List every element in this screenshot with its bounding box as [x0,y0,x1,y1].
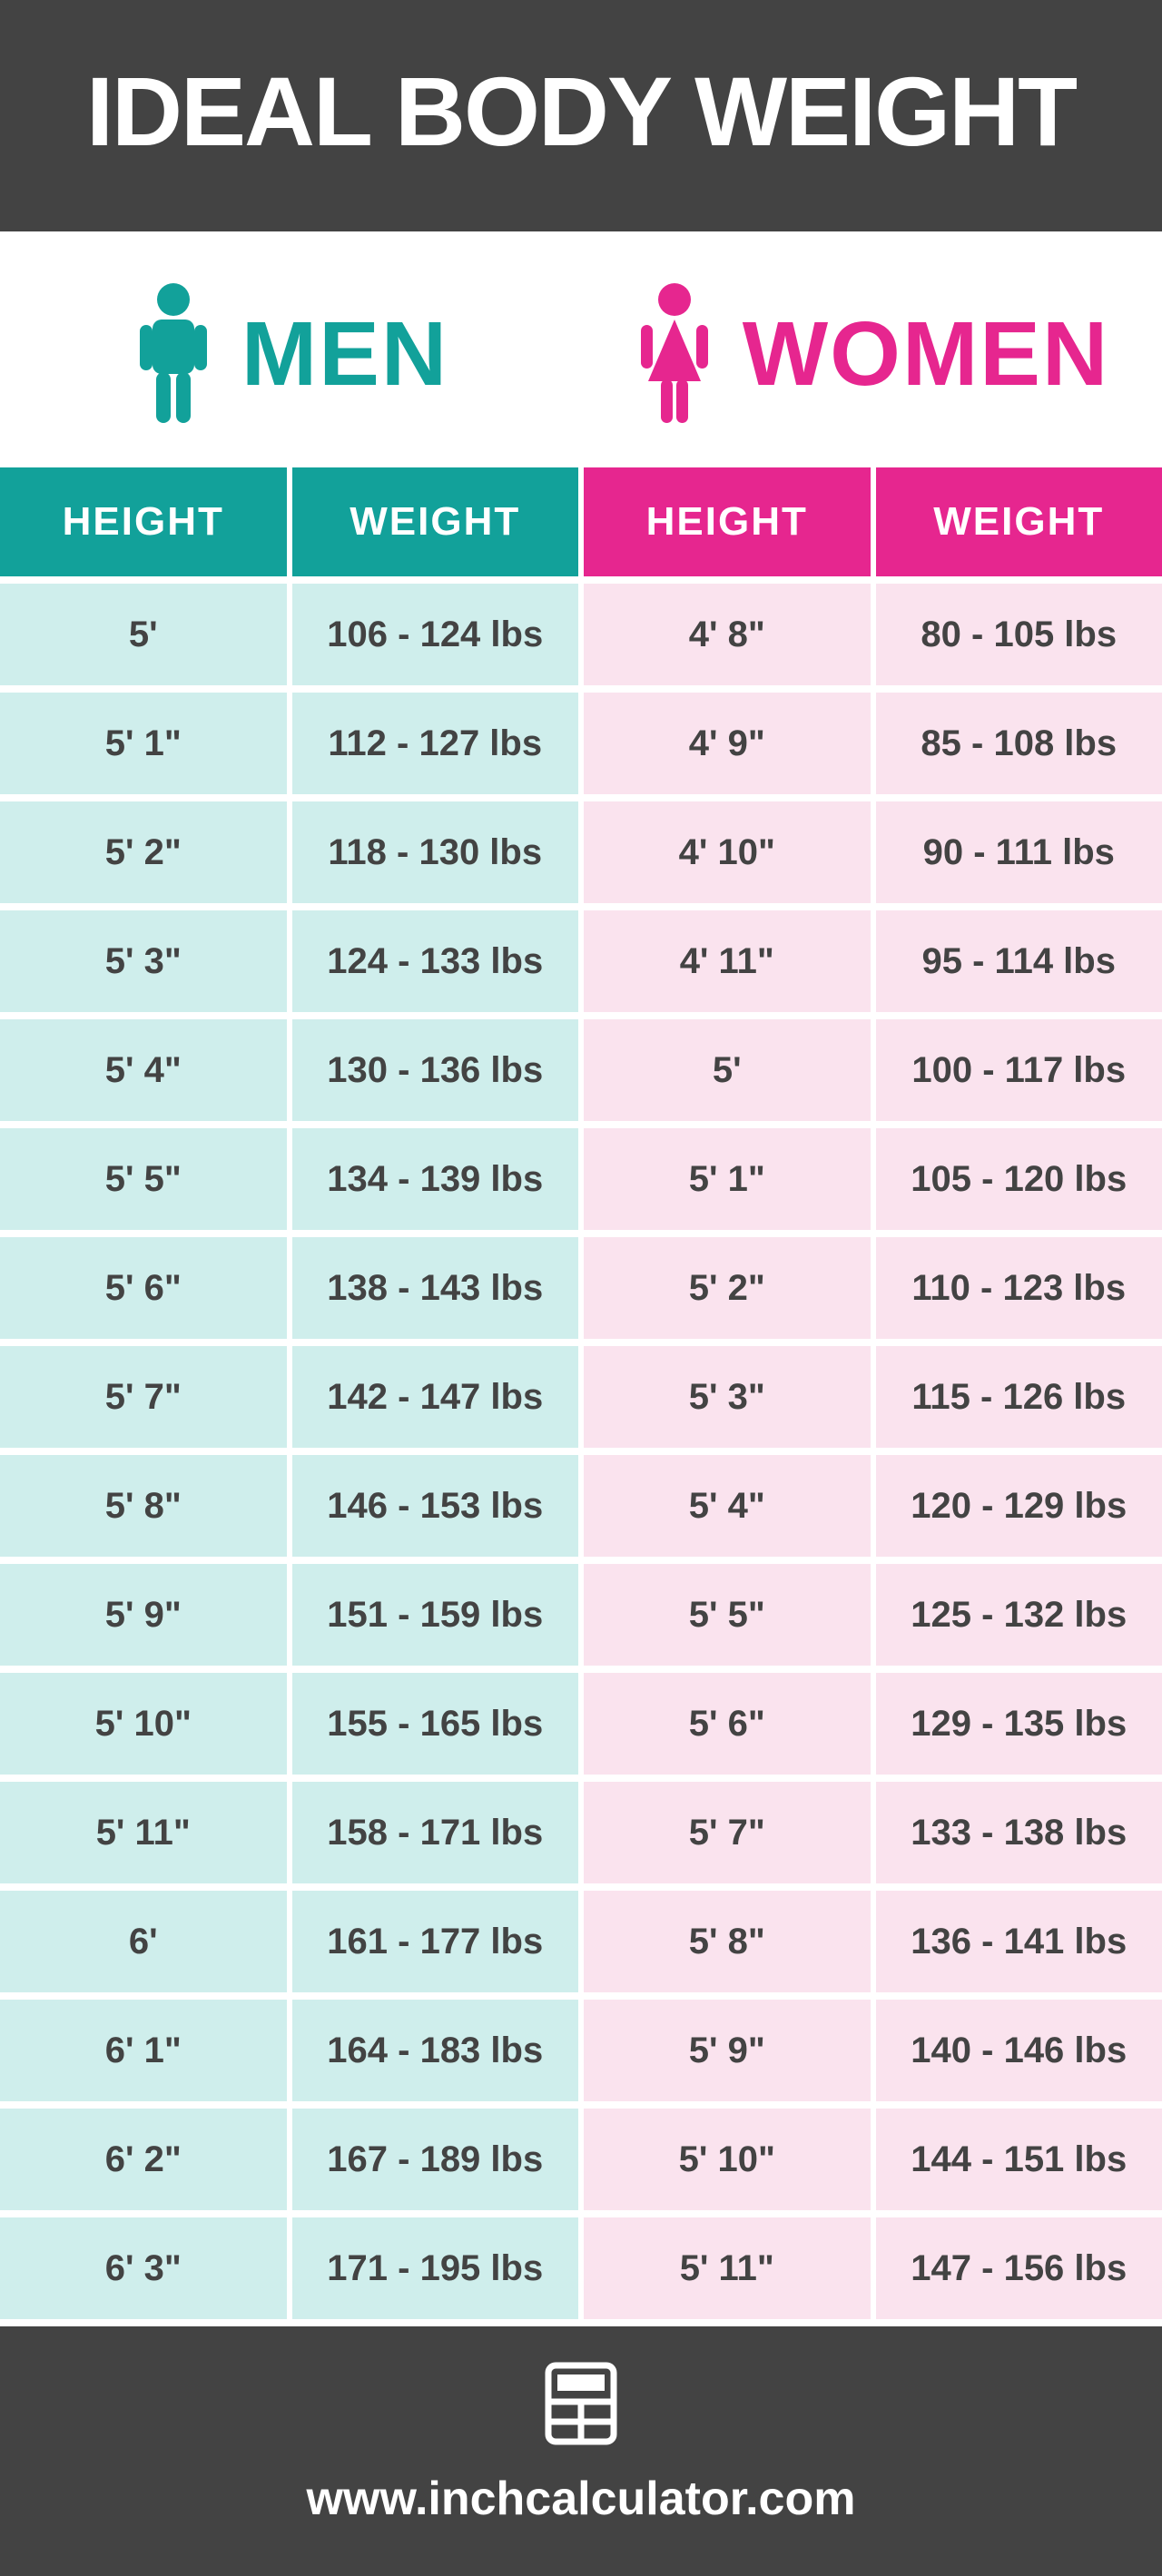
table-row: 5' 8"146 - 153 lbs5' 4"120 - 129 lbs [0,1448,1162,1557]
women-height-cell: 5' 3" [584,1346,876,1448]
column-header-men-weight: WEIGHT [292,467,585,576]
men-height-cell: 5' 3" [0,910,292,1012]
men-weight-cell: 164 - 183 lbs [292,2000,585,2101]
women-group-label: WOMEN [581,281,1162,427]
men-height-cell: 5' 9" [0,1564,292,1666]
table-row: 5' 7"142 - 147 lbs5' 3"115 - 126 lbs [0,1339,1162,1448]
men-weight-cell: 158 - 171 lbs [292,1782,585,1883]
men-height-cell: 6' 2" [0,2109,292,2210]
women-label: WOMEN [743,302,1109,407]
men-height-cell: 6' 3" [0,2217,292,2319]
women-height-cell: 5' 7" [584,1782,876,1883]
men-weight-cell: 118 - 130 lbs [292,801,585,903]
women-height-cell: 4' 8" [584,584,876,685]
table-row: 5' 9"151 - 159 lbs5' 5"125 - 132 lbs [0,1557,1162,1666]
men-weight-cell: 124 - 133 lbs [292,910,585,1012]
men-height-cell: 5' 8" [0,1455,292,1557]
column-header-men-height: HEIGHT [0,467,292,576]
women-weight-cell: 80 - 105 lbs [876,584,1162,685]
table-row: 6' 3"171 - 195 lbs5' 11"147 - 156 lbs [0,2210,1162,2319]
group-labels: MEN WOMEN [0,231,1162,467]
men-height-cell: 5' 10" [0,1673,292,1775]
men-weight-cell: 171 - 195 lbs [292,2217,585,2319]
men-weight-cell: 151 - 159 lbs [292,1564,585,1666]
women-weight-cell: 125 - 132 lbs [876,1564,1162,1666]
women-weight-cell: 144 - 151 lbs [876,2109,1162,2210]
men-weight-cell: 167 - 189 lbs [292,2109,585,2210]
footer: www.inchcalculator.com [0,2326,1162,2576]
men-weight-cell: 112 - 127 lbs [292,693,585,794]
women-weight-cell: 100 - 117 lbs [876,1019,1162,1121]
women-height-cell: 5' 2" [584,1237,876,1339]
men-weight-cell: 155 - 165 lbs [292,1673,585,1775]
women-weight-cell: 105 - 120 lbs [876,1128,1162,1230]
men-height-cell: 5' 6" [0,1237,292,1339]
women-height-cell: 5' 6" [584,1673,876,1775]
table-row: 5' 2"118 - 130 lbs4' 10"90 - 111 lbs [0,794,1162,903]
men-weight-cell: 146 - 153 lbs [292,1455,585,1557]
women-weight-cell: 129 - 135 lbs [876,1673,1162,1775]
column-headers: HEIGHT WEIGHT HEIGHT WEIGHT [0,467,1162,576]
women-weight-cell: 147 - 156 lbs [876,2217,1162,2319]
men-height-cell: 5' 5" [0,1128,292,1230]
table-row: 6'161 - 177 lbs5' 8"136 - 141 lbs [0,1883,1162,1992]
men-height-cell: 5' 7" [0,1346,292,1448]
table-row: 5' 10"155 - 165 lbs5' 6"129 - 135 lbs [0,1666,1162,1775]
men-weight-cell: 142 - 147 lbs [292,1346,585,1448]
women-height-cell: 5' 9" [584,2000,876,2101]
men-height-cell: 6' [0,1891,292,1992]
men-height-cell: 5' 2" [0,801,292,903]
men-weight-cell: 134 - 139 lbs [292,1128,585,1230]
men-weight-cell: 130 - 136 lbs [292,1019,585,1121]
women-height-cell: 4' 10" [584,801,876,903]
women-weight-cell: 140 - 146 lbs [876,2000,1162,2101]
table-row: 5' 11"158 - 171 lbs5' 7"133 - 138 lbs [0,1775,1162,1883]
table-row: 5' 1"112 - 127 lbs4' 9"85 - 108 lbs [0,685,1162,794]
women-weight-cell: 136 - 141 lbs [876,1891,1162,1992]
women-height-cell: 5' 4" [584,1455,876,1557]
women-weight-cell: 115 - 126 lbs [876,1346,1162,1448]
women-weight-cell: 133 - 138 lbs [876,1782,1162,1883]
male-icon [133,281,214,427]
calculator-icon [0,2358,1162,2449]
table-row: 6' 2"167 - 189 lbs5' 10"144 - 151 lbs [0,2101,1162,2210]
table-row: 5' 6"138 - 143 lbs5' 2"110 - 123 lbs [0,1230,1162,1339]
men-weight-cell: 106 - 124 lbs [292,584,585,685]
table-row: 5' 5"134 - 139 lbs5' 1"105 - 120 lbs [0,1121,1162,1230]
men-group-label: MEN [0,281,581,427]
table-row: 6' 1"164 - 183 lbs5' 9"140 - 146 lbs [0,1992,1162,2101]
women-height-cell: 5' [584,1019,876,1121]
infographic: IDEAL BODY WEIGHT MEN [0,0,1162,2576]
women-height-cell: 4' 9" [584,693,876,794]
page-title: IDEAL BODY WEIGHT [18,54,1144,168]
table-row: 5' 4"130 - 136 lbs5'100 - 117 lbs [0,1012,1162,1121]
column-header-women-weight: WEIGHT [876,467,1162,576]
footer-url: www.inchcalculator.com [0,2472,1162,2526]
women-weight-cell: 110 - 123 lbs [876,1237,1162,1339]
table-body: 5'106 - 124 lbs4' 8"80 - 105 lbs5' 1"112… [0,576,1162,2319]
women-height-cell: 5' 1" [584,1128,876,1230]
women-height-cell: 5' 5" [584,1564,876,1666]
women-weight-cell: 85 - 108 lbs [876,693,1162,794]
men-height-cell: 5' [0,584,292,685]
column-header-women-height: HEIGHT [584,467,876,576]
men-height-cell: 5' 11" [0,1782,292,1883]
women-weight-cell: 120 - 129 lbs [876,1455,1162,1557]
men-weight-cell: 138 - 143 lbs [292,1237,585,1339]
women-height-cell: 5' 8" [584,1891,876,1992]
women-weight-cell: 90 - 111 lbs [876,801,1162,903]
table-row: 5' 3"124 - 133 lbs4' 11"95 - 114 lbs [0,903,1162,1012]
women-height-cell: 5' 10" [584,2109,876,2210]
men-weight-cell: 161 - 177 lbs [292,1891,585,1992]
female-icon [634,281,715,427]
title-bar: IDEAL BODY WEIGHT [0,0,1162,231]
women-height-cell: 5' 11" [584,2217,876,2319]
men-height-cell: 6' 1" [0,2000,292,2101]
men-height-cell: 5' 4" [0,1019,292,1121]
men-height-cell: 5' 1" [0,693,292,794]
men-label: MEN [241,302,448,407]
table-row: 5'106 - 124 lbs4' 8"80 - 105 lbs [0,576,1162,685]
women-height-cell: 4' 11" [584,910,876,1012]
women-weight-cell: 95 - 114 lbs [876,910,1162,1012]
